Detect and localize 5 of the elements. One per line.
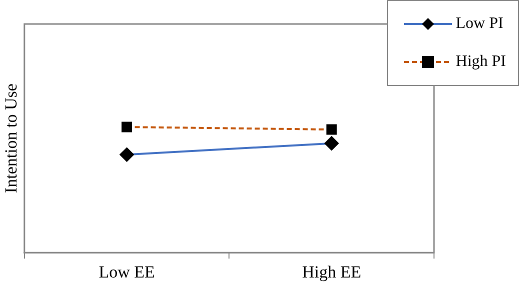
legend-label: High PI <box>456 53 506 71</box>
x-tick-label: Low EE <box>98 262 155 282</box>
y-axis-title: Intention to Use <box>2 84 21 194</box>
legend-label: Low PI <box>456 15 504 33</box>
x-tick-label: High EE <box>302 262 362 282</box>
